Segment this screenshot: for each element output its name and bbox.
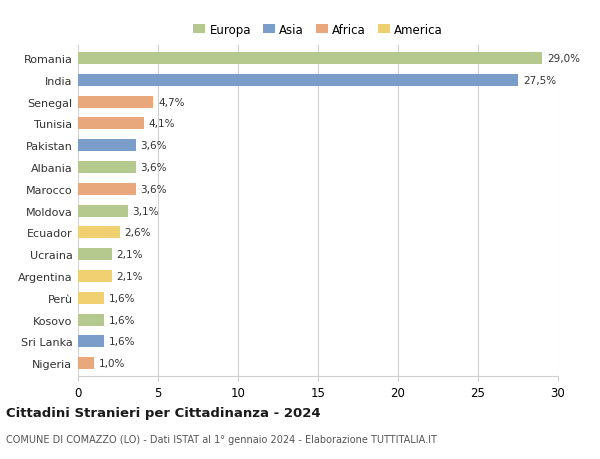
Text: 2,1%: 2,1% (116, 250, 143, 260)
Bar (78, 53, 542, 65)
Text: 2,6%: 2,6% (124, 228, 151, 238)
Bar (78, 184, 136, 196)
Text: 3,1%: 3,1% (133, 206, 159, 216)
Legend: Europa, Asia, Africa, America: Europa, Asia, Africa, America (188, 19, 448, 41)
Text: 29,0%: 29,0% (547, 54, 580, 64)
Bar (78, 292, 104, 304)
Bar (78, 336, 104, 347)
Text: 3,6%: 3,6% (140, 162, 167, 173)
Bar (78, 162, 136, 174)
Bar (78, 205, 128, 217)
Bar (78, 140, 136, 152)
Text: 27,5%: 27,5% (523, 76, 556, 86)
Bar (78, 96, 153, 108)
Bar (78, 358, 94, 369)
Text: Cittadini Stranieri per Cittadinanza - 2024: Cittadini Stranieri per Cittadinanza - 2… (6, 406, 320, 419)
Bar (78, 249, 112, 261)
Text: 3,6%: 3,6% (140, 185, 167, 195)
Bar (78, 118, 143, 130)
Text: 4,1%: 4,1% (148, 119, 175, 129)
Bar (78, 227, 119, 239)
Bar (78, 314, 104, 326)
Text: 1,0%: 1,0% (99, 358, 125, 368)
Text: 1,6%: 1,6% (109, 336, 135, 347)
Text: 3,6%: 3,6% (140, 141, 167, 151)
Text: 1,6%: 1,6% (109, 315, 135, 325)
Text: COMUNE DI COMAZZO (LO) - Dati ISTAT al 1° gennaio 2024 - Elaborazione TUTTITALIA: COMUNE DI COMAZZO (LO) - Dati ISTAT al 1… (6, 434, 437, 444)
Bar (78, 270, 112, 282)
Text: 4,7%: 4,7% (158, 97, 185, 107)
Text: 2,1%: 2,1% (116, 271, 143, 281)
Bar (78, 75, 518, 87)
Text: 1,6%: 1,6% (109, 293, 135, 303)
